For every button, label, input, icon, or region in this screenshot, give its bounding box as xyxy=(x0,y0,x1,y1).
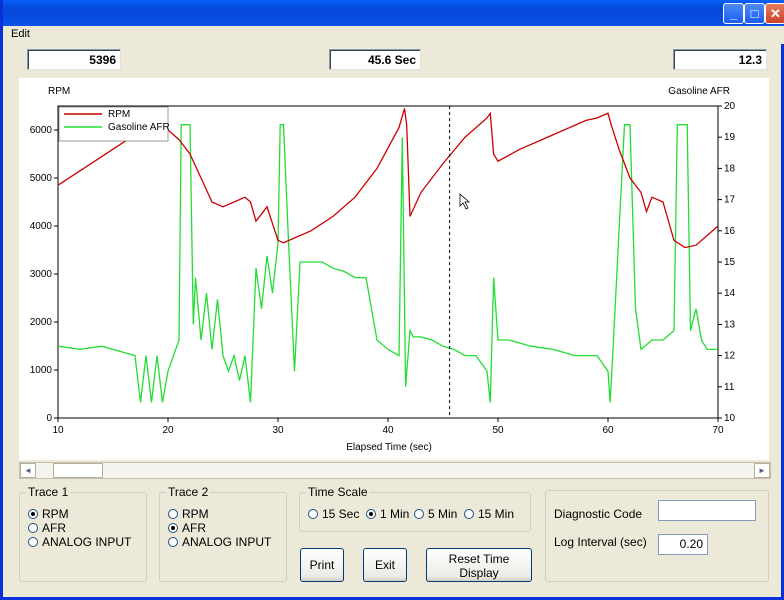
afr-readout: 12.3 xyxy=(673,49,767,70)
y2-tick-label: 11 xyxy=(724,382,735,393)
trace1-option-rpm[interactable]: RPM xyxy=(28,507,69,521)
radio-icon xyxy=(28,509,38,519)
menu-edit[interactable]: Edit xyxy=(11,28,30,40)
trace1-option-afr[interactable]: AFR xyxy=(28,521,66,535)
y2-tick-label: 15 xyxy=(724,257,736,268)
legend-entry: Gasoline AFR xyxy=(108,122,170,133)
trace2-option-analog[interactable]: ANALOG INPUT xyxy=(168,535,271,549)
close-button[interactable]: ✕ xyxy=(765,3,784,24)
minimize-button[interactable]: _ xyxy=(723,3,744,24)
horizontal-scrollbar[interactable]: ◄ ► xyxy=(19,462,771,479)
y-tick-label: 5000 xyxy=(30,173,53,184)
y-tick-label: 3000 xyxy=(30,269,53,280)
radio-icon xyxy=(414,509,424,519)
x-tick-label: 30 xyxy=(272,425,284,436)
scroll-left-arrow[interactable]: ◄ xyxy=(20,463,36,478)
x-tick-label: 10 xyxy=(52,425,64,436)
timescale-group: Time Scale 15 Sec 1 Min 5 Min 15 Min xyxy=(299,485,531,532)
y2-tick-label: 14 xyxy=(724,288,736,299)
time-readout: 45.6 Sec xyxy=(329,49,421,70)
left-axis-label: RPM xyxy=(48,86,70,97)
reset-time-display-button[interactable]: Reset Time Display xyxy=(426,548,532,582)
print-button[interactable]: Print xyxy=(300,548,344,582)
y2-tick-label: 16 xyxy=(724,226,736,237)
x-tick-label: 20 xyxy=(162,425,174,436)
y2-tick-label: 12 xyxy=(724,351,736,362)
log-interval-field[interactable]: 0.20 xyxy=(658,534,708,555)
radio-icon xyxy=(28,537,38,547)
radio-icon xyxy=(464,509,474,519)
radio-icon xyxy=(366,509,376,519)
x-axis-label: Elapsed Time (sec) xyxy=(346,442,432,453)
trace2-title: Trace 2 xyxy=(166,485,211,499)
y-tick-label: 2000 xyxy=(30,317,53,328)
radio-icon xyxy=(168,523,178,533)
radio-label: RPM xyxy=(42,507,69,521)
radio-label: ANALOG INPUT xyxy=(182,535,272,549)
diagnostic-code-label: Diagnostic Code xyxy=(554,507,643,521)
x-tick-label: 50 xyxy=(492,425,504,436)
radio-label: 1 Min xyxy=(380,507,410,521)
trace2-option-afr[interactable]: AFR xyxy=(168,521,206,535)
right-axis-label: Gasoline AFR xyxy=(668,86,730,97)
y-tick-label: 0 xyxy=(46,413,52,424)
timescale-option-5min[interactable]: 5 Min xyxy=(414,507,457,521)
timescale-option-15min[interactable]: 15 Min xyxy=(464,507,514,521)
radio-label: 15 Min xyxy=(478,507,515,521)
radio-icon xyxy=(168,537,178,547)
y-tick-label: 1000 xyxy=(30,365,53,376)
x-tick-label: 70 xyxy=(712,425,724,436)
afr-series-line xyxy=(57,124,718,403)
radio-label: 15 Sec xyxy=(322,507,360,521)
radio-label: AFR xyxy=(42,521,66,535)
legend-entry: RPM xyxy=(108,109,130,120)
radio-icon xyxy=(28,523,38,533)
legend-box xyxy=(58,106,169,142)
x-tick-label: 60 xyxy=(602,425,614,436)
plot-frame xyxy=(57,105,719,419)
diagnostic-group: Diagnostic Code Log Interval (sec) 0.20 xyxy=(545,490,769,582)
radio-icon xyxy=(308,509,318,519)
trace1-option-analog[interactable]: ANALOG INPUT xyxy=(28,535,131,549)
y-tick-label: 4000 xyxy=(30,221,53,232)
chart-svg: RPM Gasoline AFR Elapsed Time (sec) 10 20… xyxy=(30,86,736,453)
scroll-thumb[interactable] xyxy=(53,463,103,478)
radio-label: 5 Min xyxy=(428,507,458,521)
y2-tick-label: 13 xyxy=(724,319,736,330)
y2-tick-label: 20 xyxy=(724,101,736,112)
rpm-series-line xyxy=(57,108,719,249)
y2-tick-label: 10 xyxy=(724,413,736,424)
maximize-button[interactable]: □ xyxy=(744,3,765,24)
trace1-group: Trace 1 RPM AFR ANALOG INPUT xyxy=(19,485,147,582)
chart-panel: RPM Gasoline AFR Elapsed Time (sec) 10 20… xyxy=(19,78,769,460)
scroll-right-arrow[interactable]: ► xyxy=(754,463,770,478)
x-tick-label: 40 xyxy=(382,425,394,436)
diagnostic-code-field[interactable] xyxy=(658,500,756,521)
menu-bar: Edit xyxy=(6,26,784,44)
radio-icon xyxy=(168,509,178,519)
trace2-group: Trace 2 RPM AFR ANALOG INPUT xyxy=(159,485,287,582)
exit-button[interactable]: Exit xyxy=(363,548,407,582)
log-interval-label: Log Interval (sec) xyxy=(554,535,647,549)
radio-label: ANALOG INPUT xyxy=(42,535,132,549)
trace1-title: Trace 1 xyxy=(26,485,71,499)
radio-label: RPM xyxy=(182,507,209,521)
cursor-pointer-icon xyxy=(459,193,471,210)
y2-tick-label: 19 xyxy=(724,132,736,143)
y2-tick-label: 17 xyxy=(724,195,736,206)
rpm-readout: 5396 xyxy=(27,49,121,70)
timescale-option-15sec[interactable]: 15 Sec xyxy=(308,507,359,521)
timescale-option-1min[interactable]: 1 Min xyxy=(366,507,409,521)
timescale-title: Time Scale xyxy=(306,485,370,499)
trace2-option-rpm[interactable]: RPM xyxy=(168,507,209,521)
radio-label: AFR xyxy=(182,521,206,535)
y-tick-label: 6000 xyxy=(30,125,53,136)
y2-tick-label: 18 xyxy=(724,163,736,174)
title-bar[interactable]: _ □ ✕ xyxy=(3,0,784,26)
